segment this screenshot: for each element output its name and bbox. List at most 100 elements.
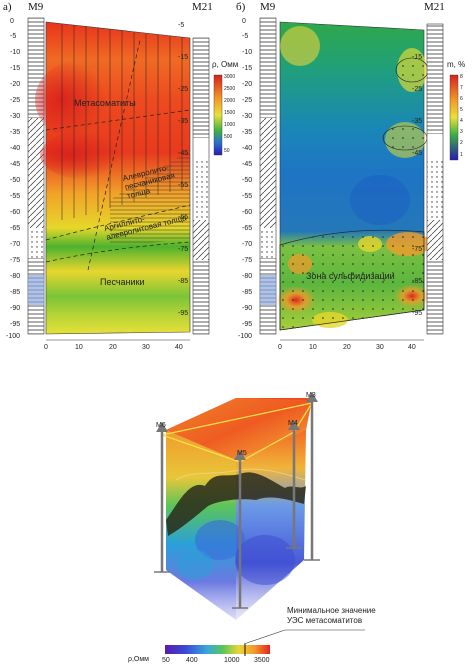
panel-a-well-right: М21	[192, 1, 213, 13]
depth-tick: -55	[10, 193, 21, 200]
depth-tick: -45	[10, 161, 21, 168]
depth-tick: -35	[412, 118, 423, 125]
depth-tick: -90	[10, 305, 21, 312]
depth-tick: -50	[242, 177, 253, 184]
legend-b-title: m, %	[447, 60, 466, 69]
x-tick: 30	[142, 344, 150, 351]
depth-tick: -30	[10, 113, 21, 120]
depth-tick: 0	[242, 18, 246, 25]
legend-value: 6	[460, 96, 463, 102]
depth-tick: -45	[412, 150, 423, 157]
depth-tick: -65	[178, 214, 189, 221]
panel-a-well-left: М9	[28, 1, 44, 13]
depth-tick: -75	[178, 246, 189, 253]
depth-tick: -10	[10, 49, 21, 56]
legend-value: 4	[460, 118, 463, 124]
depth-tick: -85	[412, 278, 423, 285]
depth-tick: -70	[242, 241, 253, 248]
x-tick: 40	[175, 344, 183, 351]
depth-tick: -25	[242, 97, 253, 104]
depth-tick: -70	[10, 241, 21, 248]
legend-value: 1000	[224, 122, 236, 128]
scale-value: 50	[162, 657, 170, 664]
x-tick: 10	[309, 344, 317, 351]
depth-tick: -35	[242, 129, 253, 136]
x-tick: 30	[376, 344, 384, 351]
legend-value: 50	[224, 148, 230, 154]
well-label-m4: М4	[288, 420, 298, 427]
depth-tick: -30	[242, 113, 253, 120]
depth-tick: -45	[178, 150, 189, 157]
depth-tick: -20	[242, 81, 253, 88]
scale-value: 1000	[224, 657, 240, 664]
x-tick: 0	[278, 344, 282, 351]
legend-value: 3000	[224, 74, 236, 80]
well-label-m3: М3	[306, 392, 316, 399]
depth-tick: -95	[10, 321, 21, 328]
depth-tick: 0	[10, 18, 14, 25]
depth-tick: -40	[10, 145, 21, 152]
depth-tick: -80	[242, 273, 253, 280]
depth-tick: -55	[178, 182, 189, 189]
depth-tick: -95	[178, 310, 189, 317]
legend-value: 2500	[224, 86, 236, 92]
legend-value: 500	[224, 134, 233, 140]
depth-tick: -55	[242, 193, 253, 200]
legend-value: 2000	[224, 98, 236, 104]
depth-tick: -50	[10, 177, 21, 184]
x-tick: 20	[343, 344, 351, 351]
depth-tick: -100	[6, 333, 21, 340]
depth-tick: -85	[178, 278, 189, 285]
depth-tick: -25	[10, 97, 21, 104]
depth-tick: -95	[242, 321, 253, 328]
depth-tick: -85	[242, 289, 253, 296]
legend-value: 7	[460, 85, 463, 91]
x-tick: 0	[44, 344, 48, 351]
legend-a-title: ρ, Омм	[212, 60, 239, 69]
well-label-m6: М6	[156, 422, 166, 429]
depth-tick: -65	[10, 225, 21, 232]
label-sulfide-zone: Зона сульфидизации	[306, 271, 395, 281]
depth-tick: -60	[242, 209, 253, 216]
scale-value: 400	[186, 657, 198, 664]
depth-tick: -25	[178, 86, 189, 93]
depth-tick: -35	[178, 118, 189, 125]
x-tick: 40	[408, 344, 416, 351]
depth-tick: -15	[178, 54, 189, 61]
annotation-min-resistivity: Минимальное значение УЭС метасоматитов	[287, 606, 376, 625]
depth-tick: -15	[412, 54, 423, 61]
depth-tick: -75	[242, 257, 253, 264]
depth-tick: -35	[10, 129, 21, 136]
label-metasomatites: Метасоматиты	[74, 98, 136, 108]
depth-tick: -100	[238, 333, 253, 340]
legend-value: 2	[460, 140, 463, 146]
legend-value: 1	[460, 152, 463, 158]
x-tick: 10	[75, 344, 83, 351]
depth-tick: -5	[178, 22, 185, 29]
depth-tick: -45	[242, 161, 253, 168]
scale-title: ρ,Омм	[128, 656, 149, 663]
depth-tick: -15	[10, 65, 21, 72]
panel-b-well-left: М9	[260, 1, 276, 13]
x-tick: 20	[109, 344, 117, 351]
label-sandstones: Песчаники	[100, 277, 145, 287]
depth-tick: -85	[10, 289, 21, 296]
depth-tick: -5	[10, 33, 17, 40]
legend-value: 3	[460, 129, 463, 135]
depth-tick: -65	[242, 225, 253, 232]
panel-b-letter: б)	[236, 1, 246, 13]
depth-tick: -60	[10, 209, 21, 216]
depth-tick: -15	[242, 65, 253, 72]
depth-tick: -5	[242, 33, 249, 40]
depth-tick: -20	[10, 81, 21, 88]
legend-value: 1500	[224, 110, 236, 116]
depth-tick: -90	[242, 305, 253, 312]
depth-tick: -80	[10, 273, 21, 280]
panel-a-letter: а)	[3, 1, 12, 13]
legend-value: 5	[460, 107, 463, 113]
depth-tick: -40	[242, 145, 253, 152]
depth-tick: -10	[242, 49, 253, 56]
